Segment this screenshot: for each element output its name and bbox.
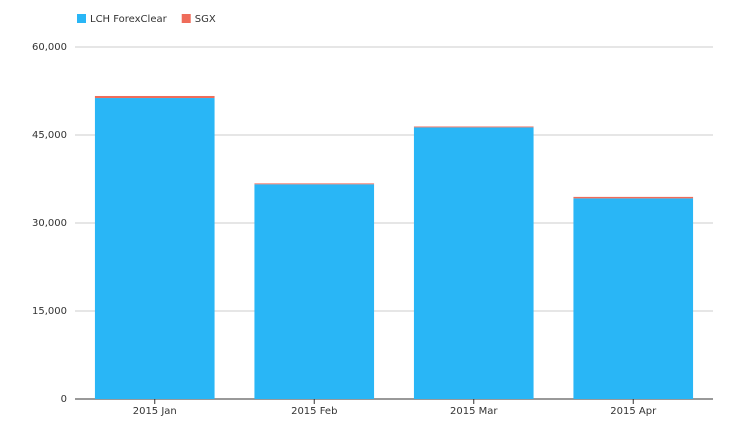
y-tick-label: 60,000 <box>32 42 67 53</box>
legend-label: LCH ForexClear <box>90 14 168 25</box>
legend-swatch <box>77 14 86 23</box>
x-tick-label: 2015 Apr <box>610 406 657 417</box>
y-tick-label: 45,000 <box>32 130 67 141</box>
y-tick-label: 15,000 <box>32 306 67 317</box>
bar-segment <box>94 95 215 99</box>
y-tick-label: 0 <box>61 394 67 405</box>
bar-segment <box>254 183 375 185</box>
legend-label: SGX <box>195 14 216 25</box>
x-tick-label: 2015 Jan <box>133 406 177 417</box>
bar-segment <box>413 126 534 128</box>
bar-segment <box>254 184 375 399</box>
bar-segment <box>573 196 694 199</box>
y-tick-label: 30,000 <box>32 218 67 229</box>
x-tick-label: 2015 Mar <box>450 406 498 417</box>
legend-swatch <box>181 14 191 23</box>
bar-segment <box>413 127 534 399</box>
bar-segment <box>94 98 215 399</box>
bar-segment <box>573 198 694 399</box>
x-tick-label: 2015 Feb <box>291 406 337 417</box>
